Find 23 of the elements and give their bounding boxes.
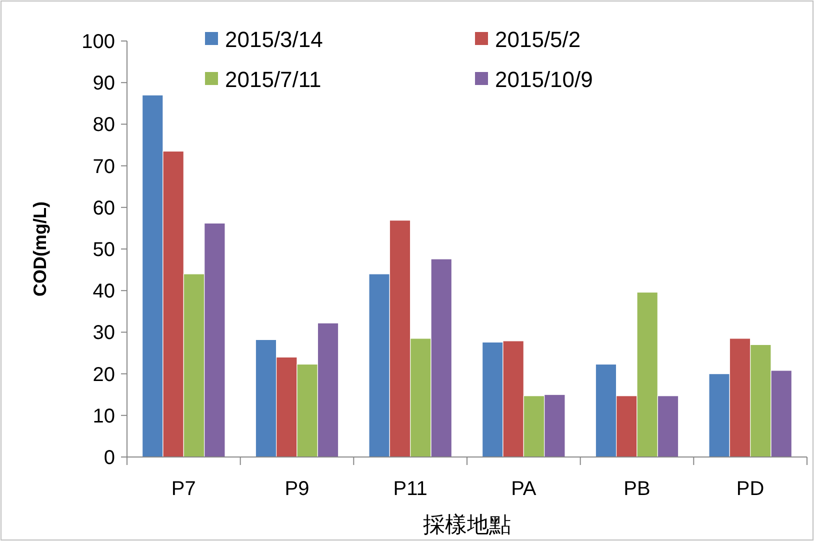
y-tick-label: 10 [92, 405, 115, 428]
y-tick-label: 80 [92, 114, 115, 136]
x-tick-label: P11 [393, 478, 428, 500]
y-tick-label: 0 [104, 447, 115, 469]
legend-label: 2015/10/9 [495, 67, 593, 92]
y-tick-label: 20 [92, 364, 115, 386]
legend-label: 2015/3/14 [225, 27, 323, 52]
y-tick-label: 60 [92, 197, 115, 220]
legend-label: 2015/7/11 [225, 67, 322, 92]
y-tick-label: 70 [92, 156, 115, 178]
y-tick-label: 100 [82, 31, 115, 53]
x-tick-label: PA [511, 478, 537, 500]
y-axis-title: COD(mg/L) [30, 202, 50, 296]
y-tick-label: 40 [92, 280, 115, 303]
x-tick-label: P7 [171, 478, 196, 500]
x-tick-label: P9 [284, 478, 310, 500]
x-axis-title: 採樣地點 [423, 512, 511, 537]
y-tick-label: 50 [92, 239, 115, 261]
legend-label: 2015/5/2 [495, 27, 581, 52]
x-tick-label: PB [624, 478, 650, 500]
y-tick-label: 30 [92, 322, 115, 344]
y-tick-label: 90 [92, 72, 115, 95]
x-tick-label: PD [736, 478, 764, 500]
